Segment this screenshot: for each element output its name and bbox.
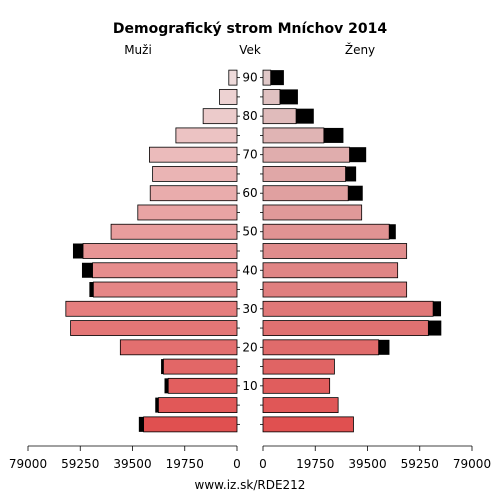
male-bar-15-19 — [163, 358, 238, 375]
female-bar-10-14 — [262, 377, 331, 394]
female-bar-80-84 — [262, 108, 297, 125]
female-foreign-bar-80-84 — [296, 108, 314, 124]
male-foreign-bar-40-44 — [81, 262, 93, 278]
male-bar-85-89 — [219, 88, 238, 105]
male-bar-10-14 — [167, 377, 238, 394]
male-foreign-bar-0-4 — [138, 416, 144, 432]
female-bar-90-94 — [262, 69, 272, 86]
age-tick-label: 90 — [242, 71, 257, 85]
female-foreign-bar-70-74 — [349, 147, 367, 163]
age-tick-label: 80 — [242, 109, 257, 123]
female-bar-60-64 — [262, 185, 349, 202]
female-foreign-bar-75-79 — [323, 127, 344, 143]
female-bar-15-19 — [262, 358, 335, 375]
male-foreign-bar-45-49 — [72, 243, 84, 259]
female-bar-40-44 — [262, 262, 399, 279]
male-x-tick-label: 0 — [233, 457, 241, 471]
male-foreign-bar-10-14 — [164, 378, 169, 394]
female-bar-65-69 — [262, 166, 346, 182]
female-bar-70-74 — [262, 146, 350, 163]
female-x-tick-label: 59250 — [401, 457, 439, 471]
female-bar-20-24 — [262, 339, 380, 356]
source-footer[interactable]: www.iz.sk/RDE212 — [195, 478, 306, 492]
male-bar-0-4 — [143, 416, 238, 433]
female-foreign-bar-65-69 — [345, 166, 357, 182]
male-bar-30-34 — [65, 300, 238, 317]
female-x-tick-label: 39500 — [348, 457, 386, 471]
age-tick-label: 70 — [242, 148, 257, 162]
female-x-tick-label: 79000 — [453, 457, 491, 471]
male-bar-80-84 — [202, 108, 238, 125]
age-label: Vek — [239, 43, 261, 57]
female-bar-35-39 — [262, 281, 408, 298]
female-bar-50-54 — [262, 223, 390, 240]
male-foreign-bar-15-19 — [161, 359, 164, 375]
female-bar-85-89 — [262, 88, 281, 105]
male-bar-35-39 — [92, 281, 238, 298]
age-tick-label: 10 — [242, 379, 257, 393]
female-foreign-bar-30-34 — [433, 301, 442, 317]
female-bar-0-4 — [262, 416, 354, 433]
male-bar-65-69 — [152, 166, 238, 182]
male-bar-90-94 — [228, 69, 238, 86]
male-bar-50-54 — [110, 223, 238, 240]
male-bar-75-79 — [175, 127, 238, 144]
male-bar-25-29 — [70, 320, 238, 336]
chart-title: Demografický strom Mníchov 2014 — [113, 21, 387, 37]
male-bar-60-64 — [149, 185, 238, 202]
female-bar-25-29 — [262, 320, 429, 336]
male-x-tick-label: 39500 — [113, 457, 151, 471]
female-bar-45-49 — [262, 243, 408, 259]
age-tick-label: 30 — [242, 302, 257, 316]
bars-layer — [65, 69, 442, 433]
female-x-tick-label: 19750 — [296, 457, 334, 471]
male-bar-5-9 — [158, 397, 238, 414]
female-foreign-bar-25-29 — [428, 320, 442, 336]
female-foreign-bar-85-89 — [279, 89, 298, 105]
female-label: Ženy — [345, 42, 375, 57]
male-x-tick-label: 79000 — [9, 457, 47, 471]
age-tick-label: 60 — [242, 186, 257, 200]
age-tick-label: 50 — [242, 225, 257, 239]
male-bar-45-49 — [82, 243, 238, 259]
male-x-tick-label: 59250 — [61, 457, 99, 471]
female-foreign-bar-90-94 — [270, 70, 284, 86]
female-bar-30-34 — [262, 300, 434, 317]
male-foreign-bar-5-9 — [155, 397, 159, 413]
female-foreign-bar-60-64 — [348, 185, 363, 201]
age-tick-label: 20 — [242, 340, 257, 354]
female-foreign-bar-50-54 — [389, 224, 396, 240]
male-label: Muži — [124, 43, 152, 57]
male-bar-40-44 — [92, 262, 238, 279]
female-bar-5-9 — [262, 397, 339, 414]
female-bar-75-79 — [262, 127, 325, 144]
axes-layer: 10 20 30 40 50 60 70 80 90 79000 59250 39500 19750 0 0… — [9, 71, 491, 471]
male-bar-20-24 — [119, 339, 238, 356]
male-bar-55-59 — [137, 204, 238, 221]
male-foreign-bar-35-39 — [89, 282, 94, 298]
male-bar-70-74 — [149, 146, 238, 163]
age-tick-label: 40 — [242, 263, 257, 277]
female-foreign-bar-20-24 — [378, 339, 390, 355]
female-x-tick-label: 0 — [259, 457, 267, 471]
male-x-tick-label: 19750 — [166, 457, 204, 471]
age-tick-marks — [237, 77, 263, 425]
female-bar-55-59 — [262, 204, 363, 221]
